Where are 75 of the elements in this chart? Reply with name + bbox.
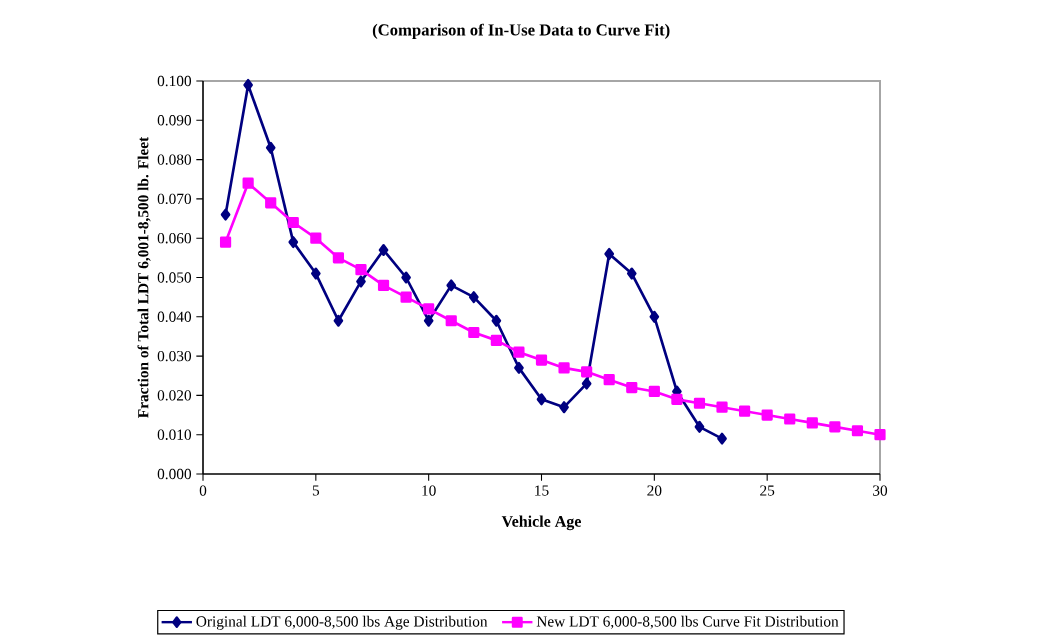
point (220, 208, 231, 221)
point (535, 354, 548, 366)
y-tick-label: 0.020 (157, 390, 192, 401)
point (445, 315, 457, 327)
y-tick-label: 0.040 (157, 311, 192, 322)
point (513, 346, 525, 358)
y-tick-label: 0.070 (157, 193, 192, 205)
point (648, 385, 660, 398)
point (581, 366, 593, 378)
point (874, 429, 886, 441)
x-tick-label: 15 (535, 485, 549, 496)
y-tick-label: 0.030 (157, 350, 192, 362)
y-tick-label: 0.060 (157, 233, 192, 244)
point (694, 420, 705, 433)
point (626, 267, 637, 280)
point (693, 397, 706, 409)
x-tick-label: 25 (760, 485, 775, 496)
point (401, 271, 411, 284)
point (310, 267, 321, 280)
point (356, 275, 366, 288)
point (265, 197, 277, 209)
legend-label: Original LDT 6,000-8,500 lbs Age Distribution (196, 615, 488, 630)
point (332, 252, 345, 264)
point (219, 236, 232, 248)
x-axis-title: Vehicle Age (501, 515, 582, 531)
point (761, 409, 773, 421)
point (649, 310, 660, 323)
point (784, 413, 796, 425)
y-tick-label: 0.000 (157, 468, 192, 480)
x-tick-label: 0 (199, 485, 207, 496)
x-tick-label: 5 (312, 485, 320, 496)
point (491, 314, 502, 327)
point (490, 334, 502, 346)
point (355, 264, 367, 276)
chart-title: (Comparison of In-Use Data to Curve Fit) (372, 23, 670, 39)
point (626, 381, 638, 394)
point (468, 291, 479, 304)
point (423, 314, 434, 327)
point (310, 232, 322, 244)
point (558, 362, 570, 374)
point (806, 417, 818, 429)
x-tick-label: 30 (873, 485, 888, 496)
point (378, 243, 389, 256)
point (423, 303, 435, 315)
point (287, 216, 299, 229)
point (559, 401, 569, 414)
point (514, 361, 524, 374)
point (717, 432, 727, 445)
point (333, 314, 344, 327)
point (243, 78, 253, 91)
point (468, 326, 480, 339)
point (446, 279, 457, 292)
point (739, 405, 751, 417)
y-tick-label: 0.100 (157, 75, 192, 87)
point (716, 401, 728, 413)
point (536, 393, 547, 406)
y-tick-label: 0.010 (157, 429, 192, 440)
y-tick-label: 0.050 (157, 272, 192, 283)
point (851, 425, 864, 437)
y-tick-label: 0.090 (157, 115, 192, 126)
point (671, 393, 683, 405)
point (288, 236, 299, 249)
point (829, 421, 841, 433)
point (242, 177, 254, 189)
x-tick-label: 10 (422, 485, 436, 496)
point (265, 141, 276, 154)
legend-label: New LDT 6,000-8,500 lbs Curve Fit Distribution (536, 615, 839, 629)
x-tick-label: 20 (647, 485, 662, 496)
point (581, 377, 592, 390)
point (377, 279, 390, 291)
point (604, 247, 615, 260)
y-tick-label: 0.080 (157, 154, 192, 165)
point (603, 374, 615, 386)
y-axis-title: Fraction of Total LDT 6,001-8,500 lb. Fleet (137, 136, 151, 418)
point (400, 291, 412, 303)
